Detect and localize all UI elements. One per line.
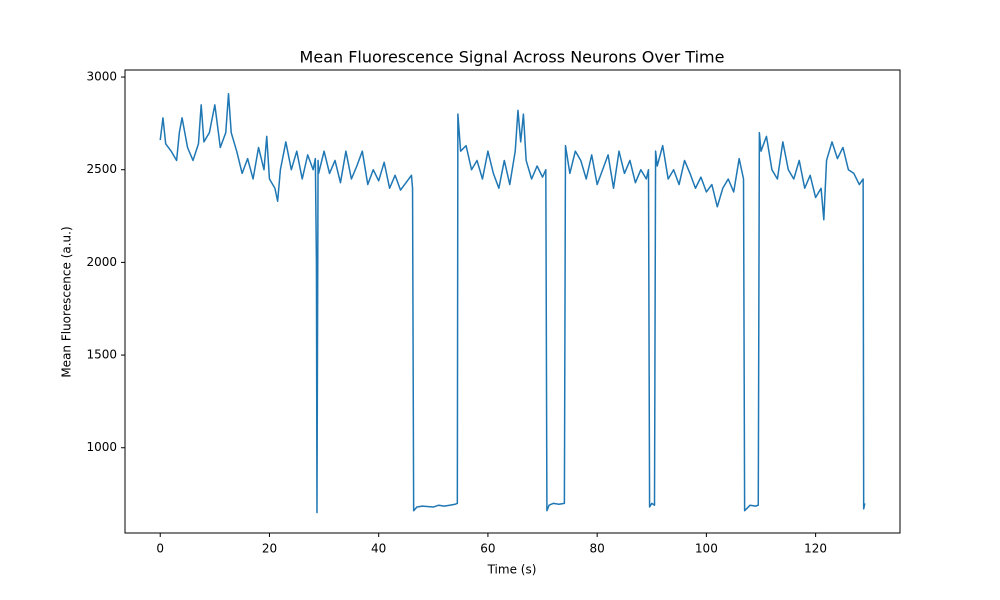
plot-frame — [124, 69, 901, 534]
x-tick-label: 80 — [590, 542, 605, 556]
x-axis-label: Time (s) — [487, 563, 537, 577]
y-tick-label: 1000 — [86, 440, 117, 454]
x-tick-label: 120 — [804, 542, 827, 556]
y-tick-label: 2500 — [86, 162, 117, 176]
data-line — [159, 92, 866, 514]
y-axis-label: Mean Fluorescence (a.u.) — [60, 226, 74, 377]
x-tick-label: 0 — [156, 542, 164, 556]
chart-title: Mean Fluorescence Signal Across Neurons … — [300, 48, 725, 67]
y-tick-label: 2000 — [86, 255, 117, 269]
x-tick-label: 40 — [371, 542, 386, 556]
x-tick-label: 60 — [480, 542, 495, 556]
x-tick-label: 20 — [262, 542, 277, 556]
y-tick-label: 3000 — [86, 70, 117, 84]
x-tick-label: 100 — [695, 542, 718, 556]
y-tick-label: 1500 — [86, 348, 117, 362]
